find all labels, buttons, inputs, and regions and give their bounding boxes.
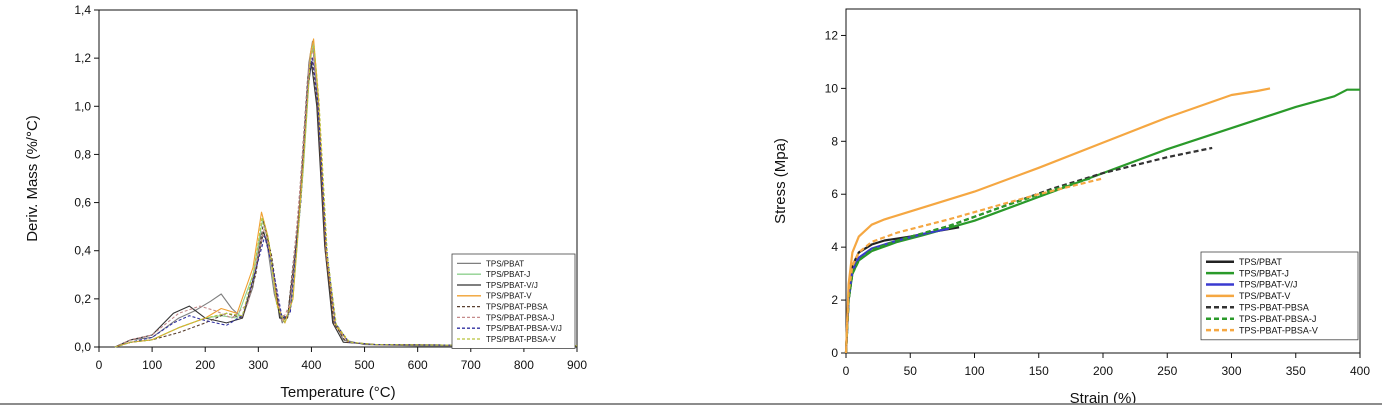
x-tick-label: 0 <box>843 364 850 378</box>
dtg-chart: 0 100 200 300 400 500 600 700 800 900 0,0 0,2 0,4 0,6… <box>24 3 587 401</box>
series-line-4 <box>844 146 1213 354</box>
y-tick-label: 1,4 <box>74 3 91 17</box>
x-tick-label: 150 <box>1029 364 1049 378</box>
y-tick-label: 0,4 <box>74 244 91 258</box>
x-axis-label: Temperature (°C) <box>280 384 395 401</box>
y-tick-label: 4 <box>831 240 838 254</box>
y-tick-label: 0,6 <box>74 196 91 210</box>
legend-label: TPS-PBAT-PBSA-V <box>1239 325 1318 335</box>
x-tick-label: 250 <box>1157 364 1177 378</box>
series-line-7 <box>114 45 578 348</box>
x-tick-label: 600 <box>408 358 428 372</box>
x-tick-label: 100 <box>964 364 984 378</box>
legend-label: TPS/PBAT-PBSA-J <box>486 313 554 322</box>
y-tick-label: 10 <box>825 81 839 95</box>
legend-label: TPS/PBAT-PBSA <box>486 302 548 311</box>
x-tick-label: 200 <box>195 358 215 372</box>
y-tick-label: 0,0 <box>74 340 91 354</box>
y-tick-label: 0,8 <box>74 147 91 161</box>
stress-strain-chart: 0 50 100 150 200 250 300 350 400 0 2 4 6 8 10 12 Strain … <box>772 8 1370 405</box>
legend-label: TPS/PBAT-PBSA-V/J <box>486 324 562 333</box>
legend-label: TPS/PBAT-J <box>1239 268 1289 278</box>
y-tick-label: 2 <box>831 293 838 307</box>
x-tick-label: 0 <box>96 358 103 372</box>
x-tick-label: 100 <box>142 358 162 372</box>
y-tick-label: 1,0 <box>74 99 91 113</box>
legend-label: TPS/PBAT-PBSA-V <box>486 335 556 344</box>
series-line-2 <box>114 62 578 348</box>
legend-label: TPS/PBAT-V <box>486 292 532 301</box>
series-line-4 <box>114 57 578 348</box>
series-line-1 <box>844 88 1360 354</box>
x-tick-label: 200 <box>1093 364 1113 378</box>
series-line-3 <box>844 87 1271 354</box>
x-tick-label: 350 <box>1286 364 1306 378</box>
legend-label: TPS/PBAT-V/J <box>1239 280 1297 290</box>
y-axis-label: Deriv. Mass (%/°C) <box>24 115 41 242</box>
x-tick-label: 300 <box>1221 364 1241 378</box>
legend-label: TPS/PBAT <box>1239 257 1282 267</box>
y-tick-label: 8 <box>831 134 838 148</box>
plot-frame <box>98 9 578 348</box>
y-tick-label: 0,2 <box>74 292 91 306</box>
legend-label: TPS/PBAT-V/J <box>486 281 538 290</box>
legend-box <box>451 253 576 349</box>
x-tick-label: 50 <box>904 364 918 378</box>
y-tick-label: 1,2 <box>74 51 91 65</box>
x-tick-label: 700 <box>461 358 481 372</box>
y-tick-label: 0 <box>831 346 838 360</box>
x-tick-label: 900 <box>567 358 587 372</box>
bottom-divider <box>0 403 1382 405</box>
x-tick-label: 400 <box>301 358 321 372</box>
legend-label: TPS/PBAT-J <box>486 270 530 279</box>
series-line-0 <box>844 226 960 354</box>
y-tick-label: 6 <box>831 187 838 201</box>
x-tick-label: 400 <box>1350 364 1370 378</box>
series-line-5 <box>844 177 1091 354</box>
x-tick-label: 300 <box>248 358 268 372</box>
legend-label: TPS-PBAT-PBSA-J <box>1239 314 1316 324</box>
series-line-2 <box>844 227 950 354</box>
series-line-6 <box>844 177 1104 354</box>
y-axis-label: Stress (Mpa) <box>772 138 789 224</box>
legend-label: TPS/PBAT-V <box>1239 291 1290 301</box>
legend-label: TPS/PBAT <box>486 259 524 268</box>
x-tick-label: 800 <box>514 358 534 372</box>
y-tick-label: 12 <box>825 28 839 42</box>
legend-label: TPS-PBAT-PBSA <box>1239 303 1309 313</box>
x-axis-label: Strain (%) <box>1070 390 1137 405</box>
x-tick-label: 500 <box>355 358 375 372</box>
